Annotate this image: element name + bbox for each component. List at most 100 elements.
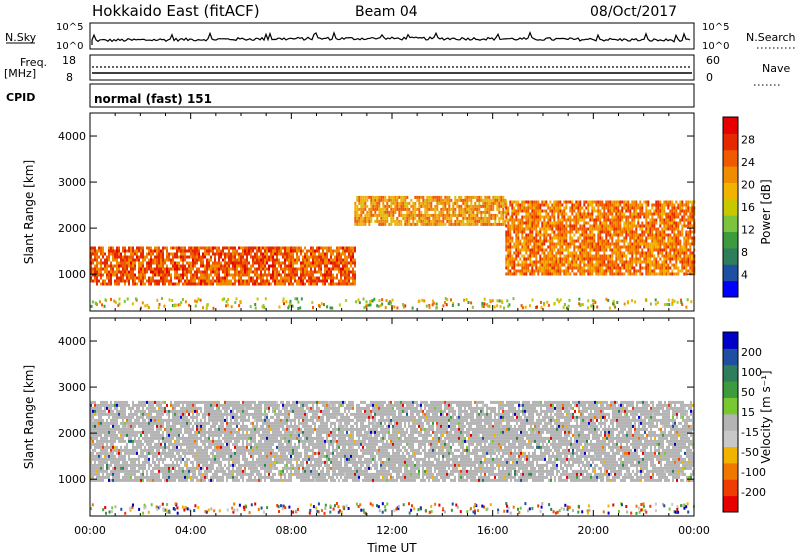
- data-cell: [140, 451, 142, 455]
- data-cell: [176, 282, 178, 286]
- data-cell: [352, 261, 354, 265]
- data-cell: [559, 257, 562, 261]
- data-cell: [563, 269, 566, 273]
- data-cell: [645, 212, 648, 216]
- data-cell: [480, 213, 483, 217]
- data-cell: [378, 207, 381, 211]
- data-cell: [124, 469, 126, 473]
- data-cell: [386, 207, 389, 211]
- data-cell: [462, 201, 465, 205]
- data-cell: [517, 221, 520, 225]
- data-cell: [555, 254, 558, 258]
- data-cell: [551, 254, 554, 258]
- data-cell: [677, 266, 680, 270]
- data-cell: [236, 252, 238, 256]
- data-cell: [194, 299, 197, 303]
- data-cell: [136, 418, 138, 422]
- data-cell: [344, 276, 346, 280]
- data-cell: [517, 254, 520, 258]
- data-cell: [154, 273, 156, 277]
- data-cell: [98, 433, 100, 437]
- data-cell: [114, 400, 116, 404]
- data-cell: [442, 207, 445, 211]
- data-cell: [533, 239, 536, 243]
- data-cell: [577, 248, 580, 252]
- data-cell: [377, 305, 380, 308]
- data-cell: [657, 230, 660, 234]
- data-cell: [665, 266, 668, 270]
- data-cell: [120, 403, 122, 407]
- data-cell: [585, 233, 588, 237]
- data-cell: [248, 282, 250, 286]
- data-cell: [272, 258, 274, 262]
- data-cell: [98, 273, 100, 277]
- data-cell: [240, 279, 242, 283]
- data-cell: [202, 246, 204, 250]
- data-cell: [124, 252, 126, 256]
- data-cell: [384, 210, 387, 214]
- data-cell: [480, 216, 483, 220]
- data-cell: [172, 246, 174, 250]
- data-cell: [671, 272, 674, 276]
- data-cell: [659, 224, 662, 228]
- data-cell: [668, 303, 671, 306]
- data-cell: [657, 254, 660, 258]
- data-cell: [230, 267, 232, 271]
- data-cell: [92, 454, 94, 458]
- data-cell: [414, 207, 417, 211]
- data-cell: [92, 475, 94, 479]
- data-cell: [126, 403, 128, 407]
- data-cell: [685, 248, 688, 252]
- data-cell: [370, 204, 373, 208]
- data-cell: [278, 270, 280, 274]
- data-cell: [496, 299, 499, 303]
- data-cell: [130, 267, 132, 271]
- data-cell: [519, 221, 522, 225]
- data-cell: [559, 212, 562, 216]
- data-cell: [290, 276, 292, 280]
- data-cell: [120, 279, 122, 283]
- data-cell: [410, 210, 413, 214]
- data-cell: [537, 200, 540, 204]
- data-cell: [533, 212, 536, 216]
- data-cell: [408, 222, 411, 226]
- data-cell: [569, 239, 572, 243]
- data-cell: [140, 430, 142, 434]
- data-cell: [124, 427, 126, 431]
- data-cell: [575, 260, 578, 264]
- data-cell: [106, 427, 108, 431]
- data-cell: [290, 252, 292, 256]
- data-cell: [483, 302, 486, 306]
- data-cell: [112, 433, 114, 437]
- data-cell: [545, 236, 548, 240]
- data-cell: [196, 261, 198, 265]
- data-cell: [354, 258, 356, 262]
- data-cell: [110, 267, 112, 271]
- data-cell: [90, 276, 92, 280]
- data-cell: [384, 306, 387, 309]
- data-cell: [326, 249, 328, 253]
- data-cell: [240, 270, 242, 274]
- data-cell: [521, 224, 524, 228]
- data-cell: [529, 272, 532, 276]
- data-cell: [589, 239, 592, 243]
- data-cell: [234, 301, 237, 304]
- data-cell: [567, 272, 570, 276]
- data-cell: [440, 213, 443, 217]
- data-cell: [122, 400, 124, 404]
- data-cell: [565, 236, 568, 240]
- data-cell: [114, 436, 116, 440]
- data-cell: [492, 198, 495, 202]
- data-cell: [110, 297, 112, 301]
- data-cell: [298, 279, 300, 283]
- data-cell: [573, 227, 576, 231]
- data-cell: [673, 242, 676, 246]
- data-cell: [368, 222, 371, 226]
- data-cell: [561, 263, 564, 267]
- data-cell: [142, 279, 144, 283]
- data-cell: [300, 249, 302, 253]
- data-cell: [234, 252, 236, 256]
- data-cell: [557, 221, 560, 225]
- data-cell: [649, 230, 652, 234]
- data-cell: [639, 233, 642, 237]
